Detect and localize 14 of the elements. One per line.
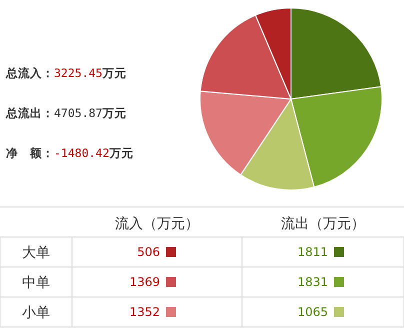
text: 净 额：-1480.42万元: [6, 146, 134, 160]
data-label: 1352: [129, 305, 160, 319]
data-label: 1369: [129, 275, 160, 289]
y-tick-label: 小单: [22, 305, 50, 321]
data-label: 1065: [297, 305, 328, 319]
data-label: 506: [137, 245, 160, 259]
data-label: 1811: [297, 245, 328, 259]
x-tick-label: 流出（万元）: [281, 216, 365, 232]
y-tick-label: 大单: [22, 245, 50, 261]
text: 总流入：3225.45万元: [5, 66, 126, 80]
y-tick-label: 中单: [22, 275, 50, 291]
data-label: 1831: [297, 275, 328, 289]
x-tick-label: 流入（万元）: [115, 216, 199, 232]
text: 总流出：4705.87万元: [5, 106, 126, 120]
